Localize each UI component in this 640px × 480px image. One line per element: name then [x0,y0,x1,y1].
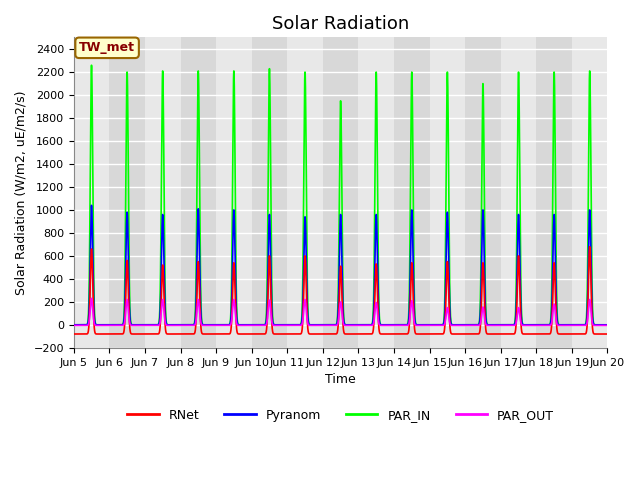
Bar [74,37,109,348]
Bar [109,37,145,348]
Line: PAR_OUT: PAR_OUT [74,299,607,325]
X-axis label: Time: Time [325,373,356,386]
Bar [145,37,180,348]
Pyranom [431,322,438,328]
Bar [323,37,358,348]
Pyranom [88,203,95,208]
Bar [536,37,572,348]
RNet [166,331,173,337]
PAR_IN [321,322,328,328]
Line: PAR_IN: PAR_IN [74,65,607,325]
PAR_IN [70,322,77,328]
Bar [358,37,394,348]
Pyranom [460,322,468,328]
Line: RNet: RNet [74,247,607,334]
Title: Solar Radiation: Solar Radiation [272,15,409,33]
PAR_OUT [460,323,468,328]
PAR_OUT [166,323,173,328]
Pyranom [603,322,611,328]
Pyranom [490,322,498,328]
RNet [604,331,611,337]
PAR_IN [603,322,611,328]
PAR_OUT [604,323,611,328]
Line: Pyranom: Pyranom [74,205,607,325]
Bar [216,37,252,348]
Bar [429,37,465,348]
Pyranom [321,322,328,328]
Bar [500,37,536,348]
Pyranom [604,322,611,328]
PAR_IN [604,322,611,328]
RNet [603,331,611,337]
PAR_OUT [70,323,77,328]
PAR_OUT [490,323,498,328]
PAR_IN [490,322,498,328]
RNet [70,331,77,337]
Pyranom [70,322,77,328]
Text: TW_met: TW_met [79,41,135,54]
RNet [321,331,328,337]
PAR_OUT [88,296,95,301]
Bar [394,37,429,348]
Bar [252,37,287,348]
PAR_IN [431,322,438,328]
Legend: RNet, Pyranom, PAR_IN, PAR_OUT: RNet, Pyranom, PAR_IN, PAR_OUT [122,404,559,427]
RNet [431,331,438,337]
PAR_OUT [321,323,328,328]
RNet [460,331,468,337]
RNet [490,331,498,337]
Bar [287,37,323,348]
PAR_IN [88,62,95,68]
Y-axis label: Solar Radiation (W/m2, uE/m2/s): Solar Radiation (W/m2, uE/m2/s) [15,90,28,295]
PAR_OUT [431,323,438,328]
PAR_OUT [603,323,611,328]
Bar [180,37,216,348]
RNet [586,244,593,250]
PAR_IN [166,322,173,328]
PAR_IN [460,322,468,328]
Bar [572,37,607,348]
Bar [465,37,500,348]
Pyranom [166,322,173,328]
